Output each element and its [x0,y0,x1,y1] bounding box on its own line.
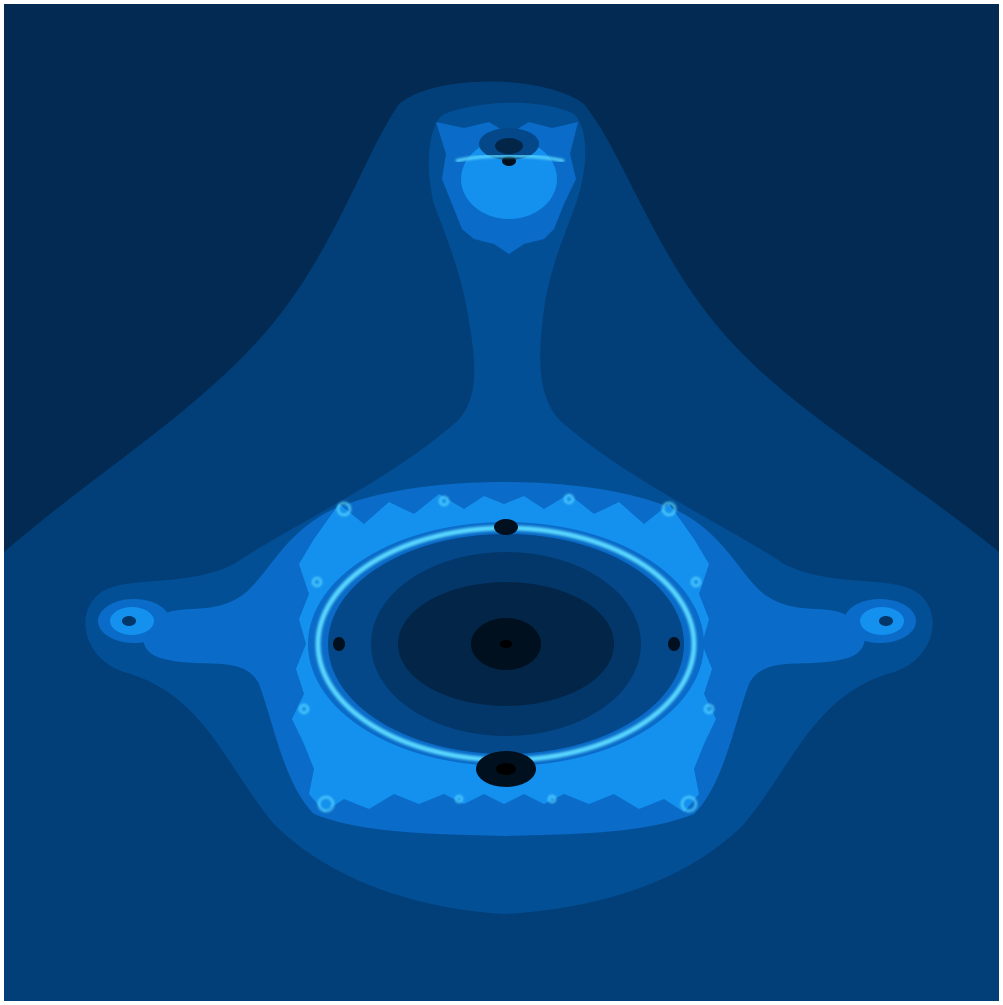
sparkle [662,502,676,516]
sparkle [337,502,351,516]
sparkle [704,704,714,714]
left-satellite [98,599,170,643]
sparkle [318,796,334,812]
right-satellite [844,599,916,643]
rim-sparkles [299,494,714,812]
fractal-canvas [4,4,999,1001]
sparkle [455,795,463,803]
core-dot [500,640,512,648]
sparkle [691,577,701,587]
ring-bulb-top [494,519,518,535]
top-satellite-core [495,138,523,154]
right-satellite-core [879,616,893,626]
ring-bulb-right [668,637,680,651]
sparkle [564,494,574,504]
top-satellite [436,122,578,254]
sparkle [439,496,449,506]
fractal-image [4,4,999,1001]
left-satellite-core [122,616,136,626]
ring-bulb-left [333,637,345,651]
top-satellite-dot [502,156,516,166]
sparkle [299,704,309,714]
sparkle [681,796,697,812]
top-satellite-highlight [455,154,565,163]
top-satellite-inner [461,139,557,219]
ring-bulb-bottom-core [496,763,516,775]
sparkle [312,577,322,587]
sparkle [548,795,556,803]
